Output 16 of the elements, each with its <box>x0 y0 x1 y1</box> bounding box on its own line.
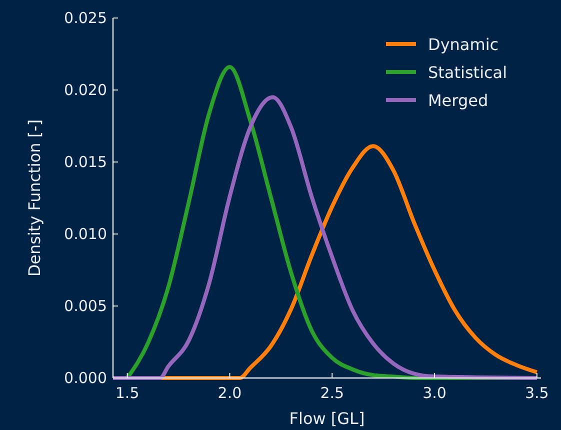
x-tick-label: 2.5 <box>320 384 344 402</box>
x-tick-label: 2.0 <box>218 384 242 402</box>
x-tick-label: 3.0 <box>422 384 446 402</box>
y-tick-label: 0.000 <box>64 369 107 387</box>
y-tick-label: 0.010 <box>64 225 107 243</box>
y-axis-title: Density Function [-] <box>25 119 44 277</box>
y-tick-label: 0.025 <box>64 9 107 27</box>
x-tick-label: 1.5 <box>115 384 140 402</box>
x-tick-label: 3.5 <box>524 384 549 402</box>
legend-label: Statistical <box>428 63 508 82</box>
x-axis-title: Flow [GL] <box>289 409 365 428</box>
legend-label: Dynamic <box>428 35 499 54</box>
y-tick-label: 0.005 <box>64 297 107 315</box>
y-tick-label: 0.020 <box>64 81 107 99</box>
y-tick-label: 0.015 <box>64 153 107 171</box>
legend-label: Merged <box>428 91 488 110</box>
